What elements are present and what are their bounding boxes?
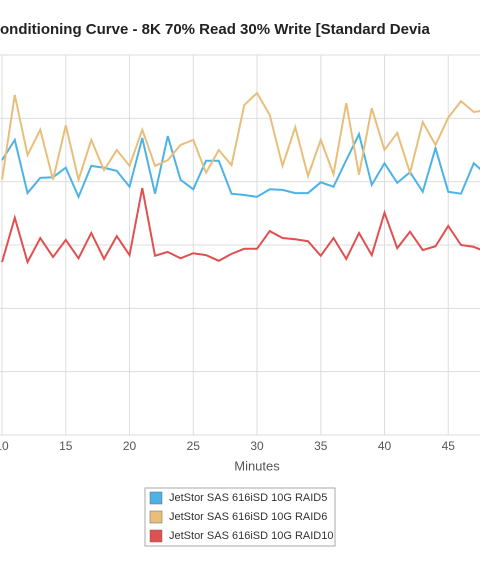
series-line (1, 187, 480, 265)
legend-label: JetStor SAS 616iSD 10G RAID10 (169, 530, 333, 542)
x-tick-label: 10 (0, 439, 9, 453)
legend (144, 487, 336, 547)
x-tick-label: 45 (442, 439, 456, 453)
legend-swatch (149, 529, 163, 543)
x-tick-label: 35 (314, 439, 328, 453)
x-axis-label: Minutes (234, 458, 280, 473)
x-tick-label: 30 (250, 439, 264, 453)
x-tick-label: 40 (378, 439, 392, 453)
series-line (1, 131, 480, 200)
legend-label: JetStor SAS 616iSD 10G RAID6 (169, 511, 327, 523)
legend-swatch (149, 510, 163, 524)
chart-title: onditioning Curve - 8K 70% Read 30% Writ… (0, 21, 430, 38)
legend-swatch (149, 491, 163, 505)
x-tick-label: 25 (187, 439, 201, 453)
x-tick-label: 20 (123, 439, 137, 453)
series-line (1, 91, 480, 184)
x-tick-label: 15 (59, 439, 73, 453)
legend-label: JetStor SAS 616iSD 10G RAID5 (169, 492, 327, 504)
